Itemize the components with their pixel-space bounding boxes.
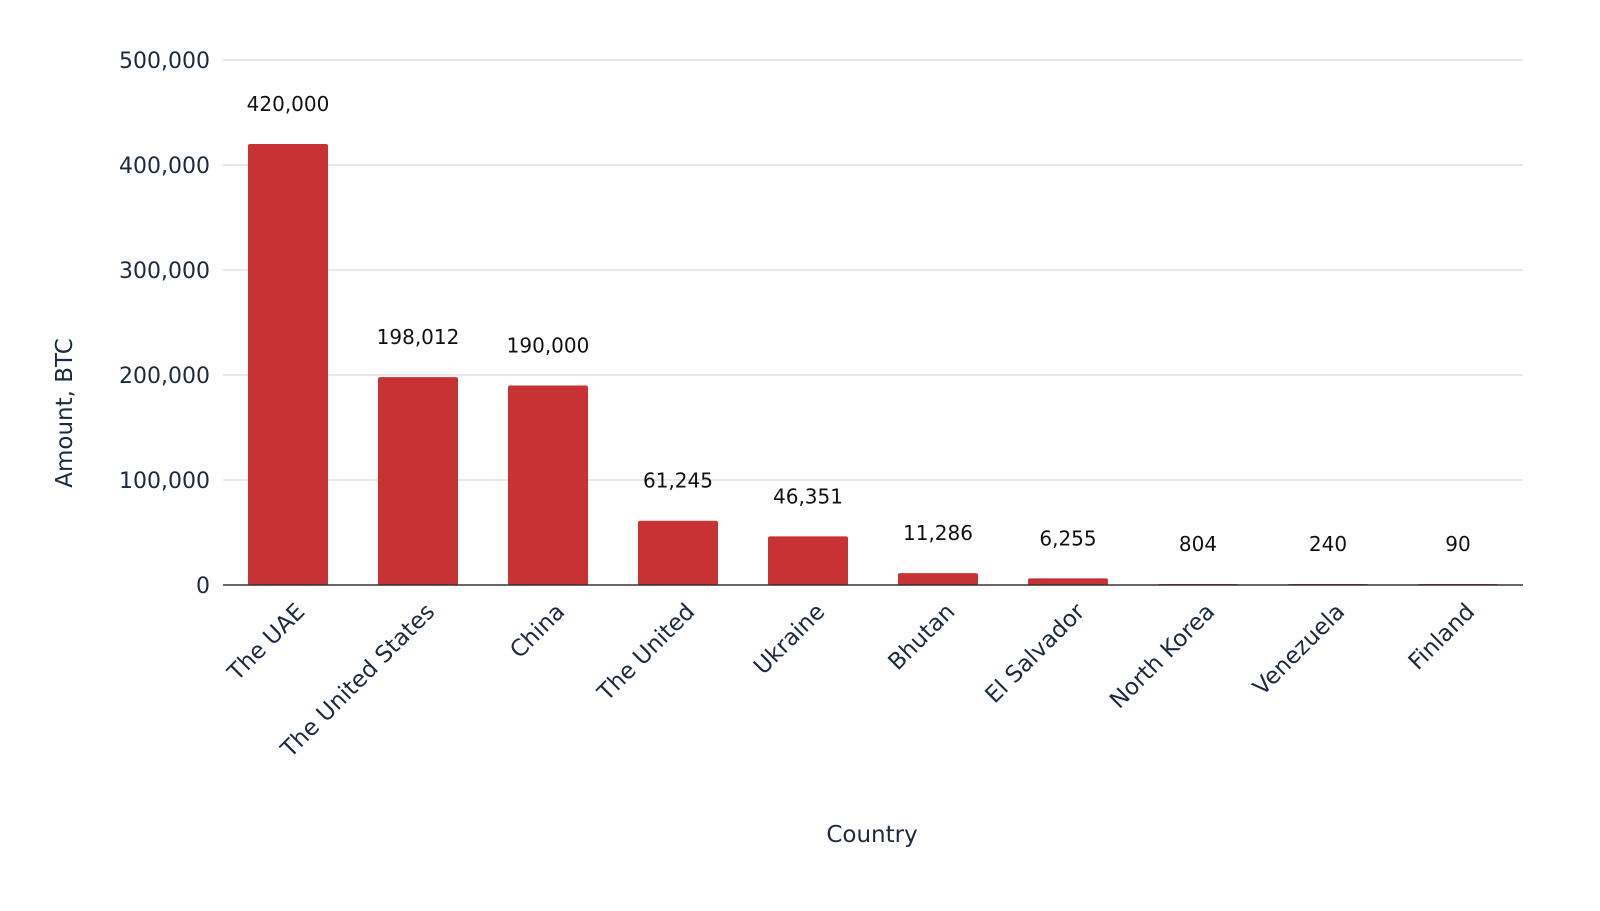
data-labels: 420,000 198,012 190,000 61,245 46,351 11,286 6… bbox=[247, 92, 1471, 556]
bar bbox=[248, 144, 328, 585]
data-label: 46,351 bbox=[773, 484, 843, 508]
x-tick-label: North Korea bbox=[1105, 599, 1220, 714]
y-tick-label: 200,000 bbox=[119, 364, 210, 389]
bar bbox=[1028, 578, 1108, 585]
bar bbox=[638, 520, 718, 585]
y-tick-label: 300,000 bbox=[119, 259, 210, 284]
bar bbox=[898, 573, 978, 585]
y-axis-tick-labels: 0 100,000 200,000 300,000 400,000 500,000 bbox=[119, 49, 210, 599]
y-tick-label: 500,000 bbox=[119, 49, 210, 74]
data-label: 804 bbox=[1179, 532, 1217, 556]
y-axis-title: Amount, BTC bbox=[52, 338, 78, 488]
data-label: 11,286 bbox=[903, 521, 973, 545]
data-label: 420,000 bbox=[247, 92, 330, 116]
data-label: 61,245 bbox=[643, 469, 713, 493]
x-tick-label: Finland bbox=[1404, 599, 1481, 676]
x-axis-title: Country bbox=[826, 822, 917, 848]
bars bbox=[248, 144, 1498, 585]
y-tick-label: 0 bbox=[196, 574, 210, 599]
x-tick-label: Ukraine bbox=[749, 599, 830, 680]
bar bbox=[378, 377, 458, 585]
data-label: 198,012 bbox=[377, 325, 460, 349]
data-label: 190,000 bbox=[507, 334, 590, 358]
data-label: 90 bbox=[1445, 532, 1470, 556]
x-tick-label: Bhutan bbox=[883, 599, 960, 676]
bar bbox=[508, 385, 588, 585]
x-tick-label: China bbox=[505, 599, 570, 664]
y-tick-label: 100,000 bbox=[119, 469, 210, 494]
x-tick-label: The UAE bbox=[222, 599, 310, 687]
gridlines bbox=[223, 59, 1523, 481]
x-tick-label: The United bbox=[592, 599, 700, 707]
data-label: 6,255 bbox=[1039, 526, 1096, 550]
data-label: 240 bbox=[1309, 532, 1347, 556]
x-tick-label: Venezuela bbox=[1248, 599, 1350, 701]
y-tick-label: 400,000 bbox=[119, 154, 210, 179]
bar bbox=[768, 536, 848, 585]
x-tick-label: El Salvador bbox=[981, 598, 1091, 708]
